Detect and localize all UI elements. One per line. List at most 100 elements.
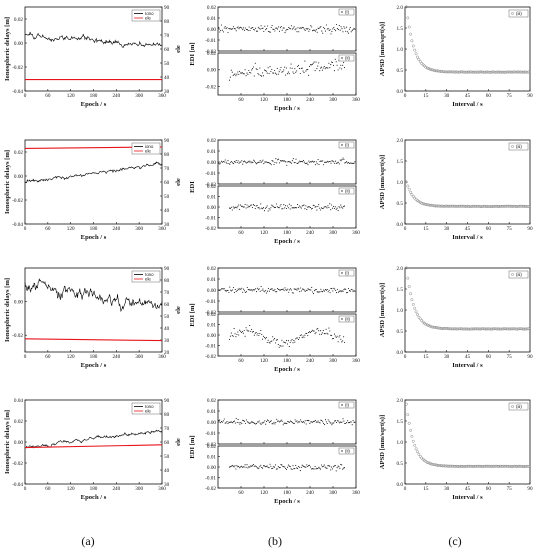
edi-data-point	[287, 28, 289, 31]
edi-data-point	[349, 421, 351, 423]
legend-ele-label: ele	[145, 16, 151, 21]
edi-data-point	[299, 27, 301, 29]
edi-data-point	[314, 206, 316, 208]
apsd-data-point	[493, 464, 497, 468]
edi-data-point	[234, 333, 236, 335]
apsd-data-point	[438, 204, 442, 208]
edi-data-point	[239, 466, 242, 468]
edi-data-point	[307, 69, 309, 71]
edi-data-point	[296, 337, 298, 339]
apsd-data-point	[488, 464, 492, 468]
edi-data-point	[224, 422, 226, 424]
edi-data-point	[325, 206, 327, 208]
edi-bottom-legend-label: (ii)	[345, 317, 350, 322]
edi-data-point	[247, 206, 249, 208]
apsd-data-point	[475, 204, 479, 208]
apsd-data-point	[478, 327, 482, 331]
y-tick-label: -0.01	[205, 343, 216, 349]
edi-data-point	[250, 162, 252, 164]
edi-data-point	[266, 419, 269, 421]
apsd-data-point	[513, 70, 517, 74]
edi-data-point	[281, 339, 283, 341]
apsd-data-point	[484, 204, 488, 208]
edi-data-point	[294, 207, 296, 209]
edi-data-point	[263, 421, 265, 423]
apsd-data-point	[525, 464, 529, 468]
edi-data-point	[259, 160, 261, 162]
edi-data-point	[252, 421, 254, 423]
edi-data-point	[310, 161, 312, 163]
edi-data-point	[247, 160, 249, 162]
edi-data-point	[268, 208, 270, 210]
edi-data-point	[328, 206, 330, 208]
edi-data-point	[262, 335, 265, 337]
edi-data-point	[259, 208, 261, 210]
edi-data-point	[291, 207, 293, 209]
edi-data-point	[275, 203, 277, 205]
edi-data-point	[306, 208, 308, 210]
apsd-data-point	[507, 327, 511, 331]
edi-data-point	[266, 292, 268, 294]
apsd-data-point	[466, 70, 469, 74]
edi-data-point	[315, 468, 317, 470]
edi-data-point	[305, 423, 307, 425]
edi-data-point	[275, 291, 277, 293]
apsd-data-point	[417, 452, 421, 456]
edi-data-point	[321, 160, 323, 162]
edi-data-point	[262, 422, 264, 424]
edi-data-point	[322, 67, 324, 69]
apsd-data-point	[466, 464, 469, 468]
apsd-data-point	[461, 327, 465, 331]
y-tick-label: 0.02	[14, 419, 23, 425]
edi-data-point	[342, 207, 344, 209]
edi-data-point	[274, 206, 277, 208]
apsd-legend-label: (iii)	[516, 272, 522, 277]
apsd-data-point	[459, 464, 463, 468]
edi-data-point	[280, 25, 282, 28]
apsd-data-point	[406, 16, 410, 20]
edi-data-point	[243, 466, 245, 468]
apsd-data-point	[507, 464, 511, 468]
edi-data-point	[302, 204, 304, 206]
edi-data-point	[320, 468, 322, 470]
apsd-data-point	[522, 465, 526, 468]
edi-data-point	[281, 208, 283, 210]
edi-data-point	[286, 466, 289, 468]
apsd-data-point	[520, 464, 524, 468]
edi-data-point	[317, 159, 319, 161]
edi-data-point	[298, 161, 300, 163]
apsd-data-point	[500, 204, 504, 208]
edi-data-point	[307, 27, 309, 29]
edi-bottom-legend-box	[338, 315, 355, 323]
edi-data-point	[335, 289, 337, 292]
edi-data-point	[344, 422, 346, 425]
y-tick-label: 1.0	[397, 440, 404, 446]
edi-data-point	[245, 466, 247, 468]
apsd-data-point	[404, 402, 408, 406]
legend-iono-label: Iono	[145, 11, 154, 16]
edi-data-point	[236, 207, 238, 209]
apsd-data-point	[457, 327, 461, 331]
edi-data-point	[314, 70, 316, 72]
apsd-data-point	[471, 465, 475, 468]
edi-data-point	[250, 465, 252, 467]
y2-axis-title: ele	[175, 306, 182, 314]
edi-data-point	[317, 205, 319, 208]
apsd-data-point	[510, 327, 514, 331]
apsd-data-point	[463, 327, 467, 331]
edi-data-point	[322, 160, 324, 162]
edi-data-point	[241, 72, 243, 74]
edi-data-point	[250, 72, 252, 74]
x-tick-label: 300	[135, 226, 143, 232]
apsd-data-point	[435, 69, 439, 73]
edi-data-point	[336, 467, 338, 469]
edi-data-point	[233, 328, 235, 330]
edi-data-point	[318, 62, 320, 64]
apsd-data-point	[452, 464, 456, 468]
edi-data-point	[324, 466, 326, 468]
edi-data-point	[345, 30, 347, 32]
y-tick-label: 2.0	[397, 138, 404, 144]
edi-data-point	[347, 422, 350, 424]
edi-data-point	[248, 69, 250, 72]
edi-data-point	[292, 207, 294, 209]
